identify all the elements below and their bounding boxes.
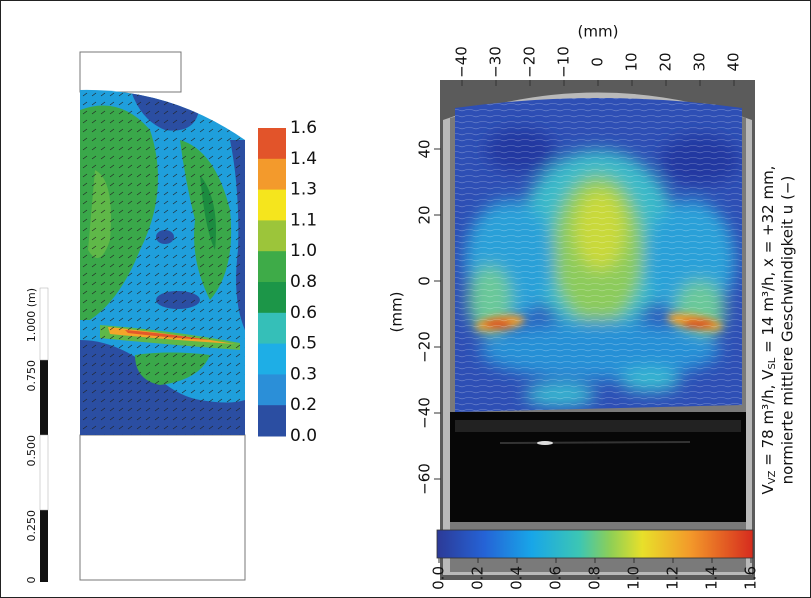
scale-label: 0.500 bbox=[25, 435, 38, 467]
caption-part: SL bbox=[767, 357, 778, 369]
color-band bbox=[258, 343, 286, 375]
colorbar-label: 0.2 bbox=[290, 395, 317, 415]
top-tick-label: 20 bbox=[657, 52, 675, 71]
colorbar-tick-label: 1.0 bbox=[625, 566, 643, 590]
scale-label: 1.000 (m) bbox=[25, 288, 38, 342]
colorbar-label: 1.6 bbox=[290, 118, 317, 138]
caption-part: = 14 m³/h, x = +32 mm, bbox=[759, 166, 777, 358]
top-axis-label: (mm) bbox=[578, 23, 619, 41]
scale-label: 0.250 bbox=[25, 510, 38, 542]
caption-line: VVZ = 78 m³/h, VSL = 14 m³/h, x = +32 mm… bbox=[759, 166, 779, 495]
colorbar-tick-label: 0.0 bbox=[430, 566, 448, 590]
outline-top bbox=[79, 51, 182, 93]
colorbar-tick-label: 1.6 bbox=[742, 566, 760, 590]
top-tick-label: 0 bbox=[589, 57, 607, 67]
color-band bbox=[258, 251, 286, 283]
colorbar-label: 0.3 bbox=[290, 364, 317, 384]
top-tick-label: 30 bbox=[691, 52, 709, 71]
caption-part: VZ bbox=[767, 470, 778, 484]
top-tick-label: −40 bbox=[453, 46, 471, 78]
color-band bbox=[258, 405, 286, 437]
colorbar-left: 1.6 1.4 1.3 1.1 1.0 0.8 0.6 0.5 0.3 0.2 0.0 bbox=[258, 118, 317, 446]
color-band bbox=[258, 220, 286, 252]
outline-bottom bbox=[79, 434, 246, 581]
colorbar-right bbox=[436, 529, 754, 559]
color-band bbox=[258, 282, 286, 314]
colorbar-tick-label: 0.4 bbox=[508, 566, 526, 590]
top-tick-label: 40 bbox=[725, 52, 743, 71]
caption-part: = 78 m³/h, V bbox=[759, 369, 777, 471]
scale-label: 0 bbox=[25, 577, 38, 584]
colorbar-tick-label: 0.2 bbox=[469, 566, 487, 590]
left-tick-label: −60 bbox=[416, 463, 434, 495]
colorbar-label: 0.6 bbox=[290, 303, 317, 323]
colorbar-label: 0.0 bbox=[290, 426, 317, 446]
left-tick-label: −20 bbox=[416, 331, 434, 363]
caption-part: V bbox=[759, 483, 777, 494]
contour-plot bbox=[80, 89, 245, 435]
scale-bar: 0 0.250 0.500 0.750 1.000 (m) bbox=[25, 287, 49, 584]
color-band bbox=[258, 312, 286, 345]
colorbar-tick-label: 0.6 bbox=[547, 566, 565, 590]
top-tick-label: 10 bbox=[623, 52, 641, 71]
colorbar-tick-label: 1.4 bbox=[703, 566, 721, 590]
left-tick-label: 40 bbox=[416, 139, 434, 158]
left-tick-label: 0 bbox=[416, 276, 434, 286]
left-tick-label: 20 bbox=[416, 205, 434, 224]
axes: −40 −30 −20 −10 0 10 20 30 40 (mm) 40 20 0 −20 −40 −60 (… bbox=[388, 23, 760, 590]
color-band bbox=[258, 374, 286, 406]
colorbar-label: 0.5 bbox=[290, 334, 317, 354]
caption-line: normierte mittlere Geschwindigkeit u (−) bbox=[779, 176, 797, 485]
colorbar-tick-label: 0.8 bbox=[586, 566, 604, 590]
color-band bbox=[258, 189, 286, 221]
caption: VVZ = 78 m³/h, VSL = 14 m³/h, x = +32 mm… bbox=[759, 166, 797, 495]
color-band bbox=[258, 128, 286, 160]
top-tick-label: −20 bbox=[521, 46, 539, 78]
left-tick-label: −40 bbox=[416, 397, 434, 429]
top-tick-label: −30 bbox=[487, 46, 505, 78]
scale-label: 0.750 bbox=[25, 360, 38, 392]
colorbar-tick-label: 1.2 bbox=[664, 566, 682, 590]
left-axis-label: (mm) bbox=[388, 292, 406, 333]
colorbar-label: 1.1 bbox=[290, 210, 317, 230]
colorbar-label: 1.0 bbox=[290, 241, 317, 261]
colorbar-label: 1.4 bbox=[290, 149, 317, 169]
flow-image bbox=[440, 80, 755, 580]
top-tick-label: −10 bbox=[555, 46, 573, 78]
colorbar-label: 0.8 bbox=[290, 272, 317, 292]
colorbar-label: 1.3 bbox=[290, 180, 317, 200]
color-band bbox=[258, 158, 286, 191]
